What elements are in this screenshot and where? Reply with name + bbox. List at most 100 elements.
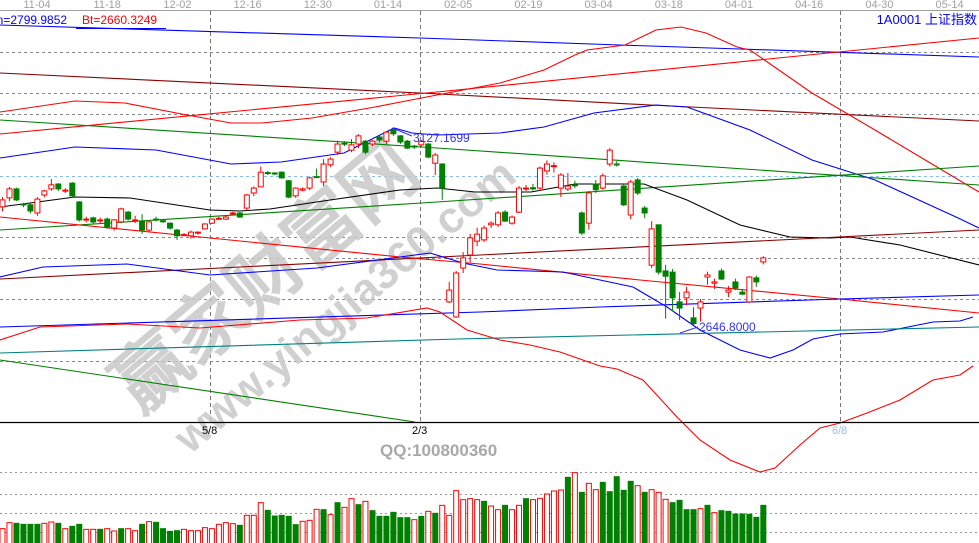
candle: [488, 221, 495, 229]
candle: [411, 144, 418, 149]
candle: [292, 187, 299, 198]
candle-body-up: [215, 217, 222, 220]
volume-bar: [599, 481, 606, 543]
candle: [271, 172, 278, 176]
volume-bar: [488, 505, 495, 543]
candle: [104, 217, 111, 229]
blue-lower-trend-line: [0, 294, 979, 328]
candle-body-up: [327, 158, 334, 166]
date-tick-label: 11-18: [94, 0, 121, 11]
indicator-lines: [0, 24, 979, 473]
volume-bar: [257, 502, 264, 543]
volume-bar: [222, 522, 229, 543]
candle: [383, 130, 390, 145]
candle: [6, 186, 13, 202]
candle-body-down: [104, 218, 111, 228]
volume-bar: [536, 497, 543, 543]
volume-bar: [146, 521, 153, 543]
candle: [641, 206, 648, 219]
candle-body-down: [641, 207, 648, 214]
date-tick-label: 04-01: [725, 0, 753, 11]
candle-body-up: [460, 257, 467, 269]
candle-body-up: [585, 192, 592, 224]
volume-bar: [187, 530, 194, 543]
candle: [474, 227, 481, 247]
volume-bar: [48, 521, 55, 543]
volume-bar: [585, 482, 592, 543]
candle-body-up: [320, 163, 327, 183]
candle-body-down: [571, 184, 578, 187]
low-label: 2646.8000: [699, 320, 756, 334]
candle: [369, 139, 376, 147]
candle-body-up: [432, 154, 439, 164]
date-tick-label: 12-02: [163, 0, 191, 11]
candle: [725, 286, 732, 298]
candle: [648, 221, 655, 269]
volume-bar: [243, 514, 250, 543]
candle: [180, 232, 187, 237]
volume-bar: [509, 509, 516, 543]
candle: [153, 216, 160, 222]
date-tick-label: 02-05: [444, 0, 472, 11]
date-tick-label: 01-14: [374, 0, 402, 11]
darkred-upper-trend-line: [0, 72, 979, 122]
candle-body-up: [627, 181, 634, 216]
candle: [397, 135, 404, 145]
volume-bar: [641, 491, 648, 543]
red-upper-band-line: [0, 26, 979, 193]
volume-bar: [439, 504, 446, 543]
cycle-label-5-8: 5/8: [202, 425, 217, 437]
candle-body-down: [376, 136, 383, 141]
candle: [543, 160, 550, 175]
candle-body-down: [69, 182, 76, 197]
volume-bar: [313, 508, 320, 543]
candle-body-down: [753, 277, 760, 283]
candle-body-up: [0, 199, 6, 208]
blue-upper-trend-line: [0, 24, 979, 58]
candle-body-up: [194, 231, 201, 234]
candle-body-up: [523, 187, 529, 190]
candle: [334, 140, 341, 156]
candle: [376, 135, 383, 143]
candle: [341, 141, 348, 147]
candle: [627, 179, 634, 220]
candle: [187, 230, 194, 239]
dn-value: Dn=2799.9852: [0, 13, 67, 27]
volume-bar: [355, 504, 362, 543]
candle: [481, 225, 488, 242]
blue-lower-band-line: [0, 252, 974, 359]
candle: [655, 224, 662, 275]
candle-body-up: [369, 140, 376, 145]
volume-bars: [0, 472, 767, 543]
volume-bar: [620, 489, 627, 543]
date-tick-label: 12-16: [234, 0, 262, 11]
volume-bar: [397, 517, 404, 543]
candle-body-down: [153, 218, 160, 221]
volume-bar: [208, 528, 215, 543]
volume-bar: [732, 513, 739, 543]
candle-body-up: [111, 219, 118, 229]
red-mid-trend-line: [0, 216, 979, 314]
candle: [467, 233, 474, 263]
candle-body-down: [27, 204, 34, 212]
candle-body-up: [467, 237, 474, 256]
candle-body-up: [516, 187, 523, 213]
volume-bar: [125, 528, 132, 543]
candle-body-up: [97, 219, 104, 222]
candle: [264, 170, 271, 176]
volume-bar: [83, 528, 90, 543]
candle-body-down: [425, 143, 432, 158]
candle: [194, 231, 201, 235]
candle: [125, 210, 132, 221]
candle: [27, 203, 34, 214]
candle: [704, 271, 711, 285]
candle-body-up: [760, 257, 767, 263]
volume-bar: [550, 490, 557, 543]
volume-bar: [69, 525, 76, 543]
volume-bar: [543, 493, 550, 543]
candle: [208, 218, 215, 224]
candle-body-down: [390, 129, 397, 135]
candle: [174, 228, 180, 240]
volume-bar: [529, 499, 536, 543]
